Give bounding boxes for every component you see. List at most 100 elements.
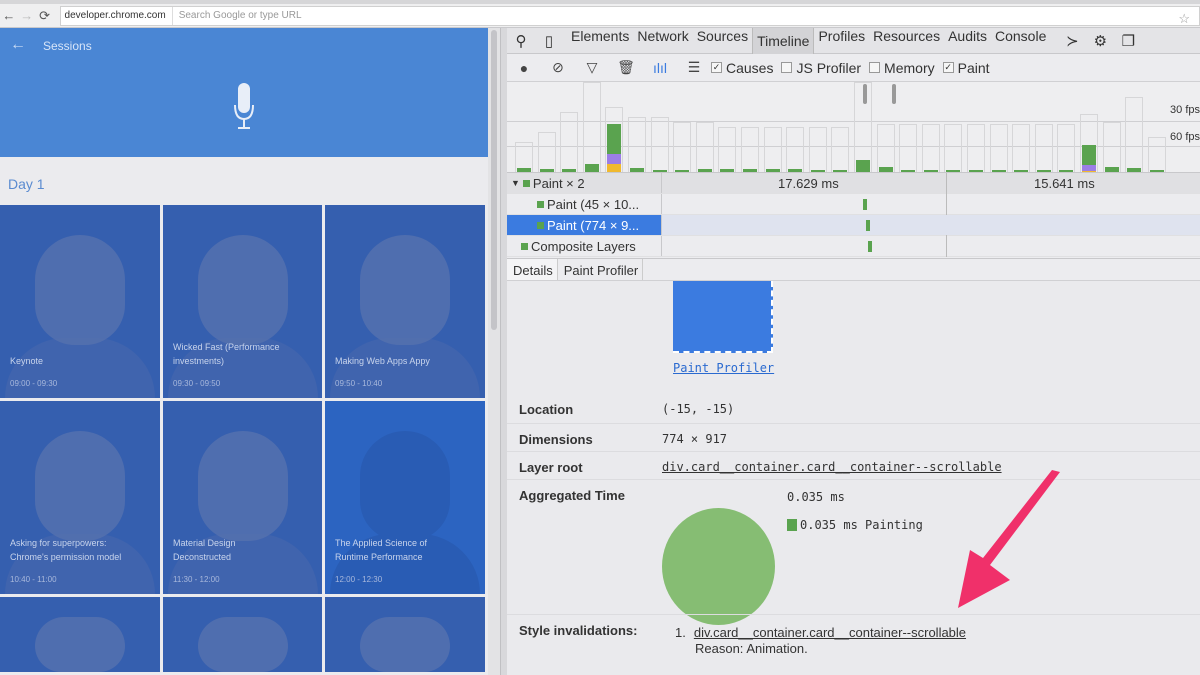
session-card[interactable]: Material Design Deconstructed 11:30 - 12… <box>163 401 322 594</box>
expand-triangle-icon[interactable]: ▼ <box>511 178 520 188</box>
frame-bar[interactable] <box>537 132 556 172</box>
filter-icon[interactable]: ▽ <box>586 59 598 75</box>
frame-bar[interactable] <box>695 122 714 172</box>
scrollbar-thumb[interactable] <box>491 30 497 330</box>
range-handle-right[interactable] <box>892 84 896 104</box>
frame-bar[interactable] <box>944 124 963 172</box>
flame-chart: ▼ Paint × 2 17.629 ms 15.641 ms Paint (45 … <box>507 173 1200 258</box>
frame-bar[interactable] <box>741 127 759 172</box>
record-icon[interactable]: ● <box>519 59 529 76</box>
frame-bar[interactable] <box>515 142 533 172</box>
tab-console[interactable]: Console <box>995 27 1047 44</box>
forward-icon[interactable]: → <box>20 8 34 23</box>
frames-view-icon[interactable]: ılıl <box>653 59 667 76</box>
flame-row[interactable]: Composite Layers <box>507 236 1200 257</box>
frame-bar[interactable] <box>808 127 827 172</box>
session-card[interactable]: Wicked Fast (Performance investments) 09… <box>163 205 322 398</box>
tab-audits[interactable]: Audits <box>948 27 987 44</box>
frame-bar[interactable] <box>628 117 646 172</box>
frame-segment <box>630 168 644 172</box>
timeline-toolbar: ● ⊘ ▽ 🗑 ılıl ☰ ✓ Causes JS Profiler Memory ✓… <box>507 54 1200 82</box>
frame-bar[interactable] <box>1125 97 1144 172</box>
frame-bar[interactable] <box>899 124 918 172</box>
checkbox-causes[interactable]: ✓ Causes <box>711 60 773 76</box>
clear-icon[interactable]: ⊘ <box>552 59 564 75</box>
checkbox-box[interactable] <box>781 62 793 73</box>
frame-bar[interactable] <box>582 82 601 172</box>
frame-bar[interactable] <box>650 117 669 172</box>
session-card[interactable] <box>163 597 322 672</box>
tab-elements[interactable]: Elements <box>571 27 630 44</box>
tab-details[interactable]: Details <box>507 259 558 280</box>
frame-segment <box>652 170 667 172</box>
device-mode-icon[interactable]: ▯ <box>544 32 554 50</box>
gear-icon[interactable]: ⚙ <box>1093 32 1108 50</box>
flame-row-selected[interactable]: Paint (774 × 9... <box>507 215 1200 236</box>
frame-segment <box>607 154 622 164</box>
back-icon[interactable]: ← <box>2 8 16 23</box>
session-card[interactable] <box>325 597 485 672</box>
range-handle-left[interactable] <box>863 84 867 104</box>
event-bar[interactable] <box>866 220 870 231</box>
invalidated-node-link[interactable]: div.card__container.card__container--scr… <box>693 625 967 640</box>
frame-bar[interactable] <box>560 112 579 172</box>
session-card[interactable]: The Applied Science of Runtime Performan… <box>325 401 485 594</box>
tab-resources[interactable]: Resources <box>873 27 941 44</box>
session-title: Wicked Fast (Performance investments) <box>173 342 280 366</box>
layer-root-link[interactable]: div.card__container.card__container--scr… <box>662 460 1002 474</box>
frame-bar[interactable] <box>921 124 940 172</box>
session-card[interactable]: Making Web Apps Appy 09:50 - 10:40 <box>325 205 485 398</box>
devtools-splitter[interactable] <box>500 28 507 675</box>
frame-bar[interactable] <box>763 127 782 172</box>
reload-icon[interactable]: ⟳ <box>39 7 51 23</box>
microphone-icon[interactable] <box>233 83 255 133</box>
frame-bar[interactable] <box>1057 124 1076 172</box>
session-card[interactable] <box>0 597 160 672</box>
frame-bar[interactable] <box>989 124 1008 172</box>
checkbox-js-profiler[interactable]: JS Profiler <box>781 60 861 76</box>
frame-bar[interactable] <box>876 124 895 172</box>
trash-icon[interactable]: 🗑 <box>617 59 635 75</box>
frame-bar[interactable] <box>967 124 985 172</box>
tab-sources[interactable]: Sources <box>696 27 749 44</box>
tab-paint-profiler[interactable]: Paint Profiler <box>558 259 644 280</box>
bookmark-star-icon[interactable]: ☆ <box>1178 11 1190 26</box>
session-card[interactable]: Asking for superpowers: Chrome's permiss… <box>0 401 160 594</box>
checkbox-box[interactable]: ✓ <box>711 62 722 73</box>
tab-profiles[interactable]: Profiles <box>818 27 866 44</box>
session-card[interactable]: Keynote 09:00 - 09:30 <box>0 205 160 398</box>
tab-timeline[interactable]: Timeline <box>752 27 815 54</box>
speaker-photo-face <box>360 617 450 672</box>
event-bar[interactable] <box>868 241 872 252</box>
drawer-icon[interactable]: ≻ <box>1066 32 1079 50</box>
back-arrow-icon[interactable]: ← <box>10 36 26 53</box>
checkbox-box[interactable] <box>869 62 881 73</box>
tab-network[interactable]: Network <box>637 27 689 44</box>
flamechart-view-icon[interactable]: ☰ <box>687 59 701 75</box>
frame-bar[interactable] <box>1080 114 1098 172</box>
frame-bar[interactable] <box>1034 124 1053 172</box>
frame-bar[interactable] <box>605 107 624 172</box>
omnibox[interactable]: developer.chrome.com Search Google or ty… <box>59 5 1200 26</box>
frame-bar[interactable] <box>1012 124 1031 172</box>
page-scrollbar[interactable] <box>488 28 500 675</box>
frame-bar[interactable] <box>854 82 872 172</box>
checkbox-paint[interactable]: ✓ Paint <box>942 60 990 76</box>
frame-segment <box>878 167 893 172</box>
checkbox-memory[interactable]: Memory <box>869 60 935 76</box>
frame-bar[interactable] <box>831 127 850 172</box>
flame-row[interactable]: Paint (45 × 10... <box>507 194 1200 215</box>
frame-bar[interactable] <box>786 127 805 172</box>
frame-bar[interactable] <box>1102 122 1121 172</box>
frame-bar[interactable] <box>718 127 737 172</box>
dock-icon[interactable]: ❐ <box>1121 32 1136 50</box>
frame-bar[interactable] <box>1147 137 1166 172</box>
event-bar[interactable] <box>863 199 867 210</box>
search-icon[interactable]: ⚲ <box>515 32 527 50</box>
frame-bar[interactable] <box>673 122 692 172</box>
timeline-overview[interactable]: 30 fps 60 fps <box>507 82 1200 173</box>
checkbox-box[interactable]: ✓ <box>942 62 954 73</box>
paint-profiler-link[interactable]: Paint Profiler <box>673 361 775 375</box>
detail-row-location: Location (-15, -15) <box>507 394 1200 423</box>
flame-row[interactable]: ▼ Paint × 2 17.629 ms 15.641 ms <box>507 173 1200 257</box>
